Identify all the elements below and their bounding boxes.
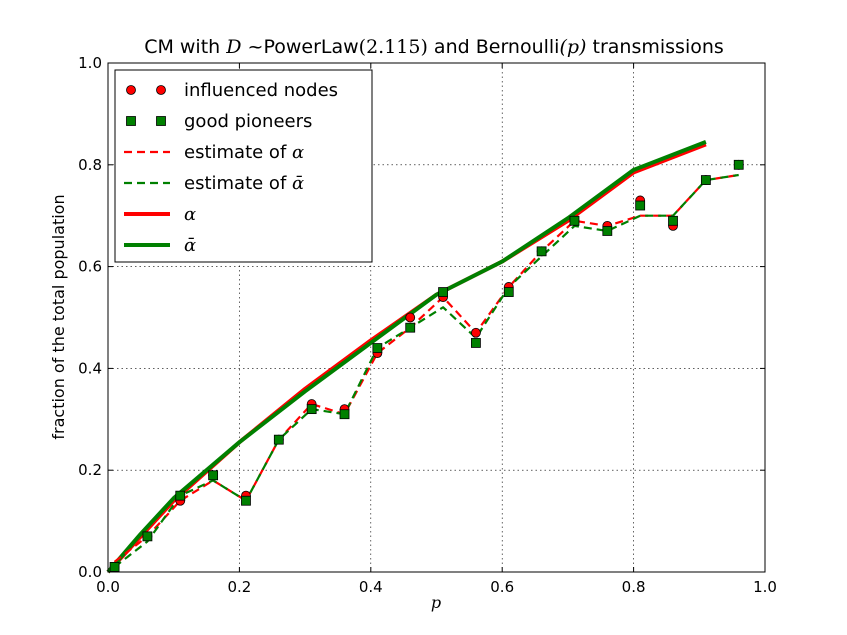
series-1-point <box>306 404 317 415</box>
legend-box <box>114 69 373 263</box>
series-1-point <box>175 490 186 501</box>
series-3-line <box>113 173 739 568</box>
x-tick-label: 0.8 <box>622 578 646 596</box>
y-tick-label: 0.4 <box>78 359 102 377</box>
title-var: D <box>225 36 241 58</box>
series-0-point <box>471 327 481 338</box>
series-5-line <box>106 140 707 574</box>
legend-entry-4-label-symbol: α <box>184 204 196 225</box>
series-1-point <box>733 159 744 170</box>
y-tick-label: 0.8 <box>78 156 102 174</box>
title-param: (2.115) <box>359 36 428 58</box>
series-1-point <box>142 531 153 542</box>
series-1-point <box>503 287 514 297</box>
series-1-point <box>438 287 448 297</box>
series-1-point <box>339 409 350 420</box>
series-1-point <box>635 200 646 211</box>
series-1-point <box>700 175 711 185</box>
chart-title: CM with D ~PowerLaw(2.115) and Bernoulli… <box>144 36 724 58</box>
legend-entry-2-label-prefix: estimate of <box>184 142 292 163</box>
series-0-point <box>405 312 416 323</box>
title-mid: and Bernoulli <box>428 36 560 58</box>
series-1-point <box>405 322 416 333</box>
series-1-point <box>241 495 251 506</box>
legend: influenced nodes good pioneers estimate of… <box>114 69 373 263</box>
series-1-point <box>273 434 284 445</box>
legend-entry-3-label-symbol: ᾱ <box>292 173 304 194</box>
series-1-point <box>109 562 120 572</box>
x-tick-label: 0.6 <box>490 578 514 596</box>
title-dist: PowerLaw <box>263 36 358 58</box>
x-tick-label: 0.0 <box>96 578 120 596</box>
title-pparam: (p) <box>559 36 586 58</box>
y-axis-label: fraction of the total population <box>49 194 68 439</box>
legend-entries: influenced nodes good pioneers estimate of… <box>124 80 338 256</box>
series-1-point <box>668 215 678 226</box>
series-1-point <box>536 246 547 257</box>
y-tick-label: 0.6 <box>78 258 102 276</box>
plot-series <box>106 140 744 574</box>
y-tick-label: 0.0 <box>78 563 102 581</box>
axis-ticks: 0.0 0.2 0.4 0.6 0.8 1.0 0.0 0.2 0.4 0.6 0.8 1.0 <box>78 54 777 596</box>
legend-entry-1-marker <box>156 116 166 126</box>
x-tick-label: 0.4 <box>359 578 383 596</box>
legend-entry-2-label-symbol: α <box>292 142 304 163</box>
legend-entry-3-label-prefix: estimate of <box>184 173 292 194</box>
title-prefix: CM with <box>144 36 226 58</box>
x-tick-label: 1.0 <box>753 578 777 596</box>
legend-entry-1-label: good pioneers <box>184 111 312 132</box>
series-1-point <box>471 338 481 348</box>
legend-entry-5-label-symbol: ᾱ <box>184 235 196 256</box>
y-tick-label: 1.0 <box>78 54 102 72</box>
plot-frame <box>107 62 766 573</box>
legend-entry-0-marker <box>126 85 136 95</box>
series-1-point <box>208 470 219 481</box>
title-tilde: ~ <box>241 36 263 58</box>
x-axis-label: p <box>431 593 441 612</box>
legend-entry-1-marker <box>126 116 136 126</box>
legend-entry-0-label: influenced nodes <box>184 80 338 101</box>
series-1-point <box>602 226 613 236</box>
y-tick-label: 0.2 <box>78 461 102 479</box>
series-1-point <box>569 215 580 226</box>
series-1-point <box>372 343 383 353</box>
legend-entry-3-label: estimate of ᾱ <box>184 173 304 194</box>
x-tick-label: 0.2 <box>227 578 251 596</box>
legend-entry-4-label: α <box>184 204 196 225</box>
legend-entry-5-label: ᾱ <box>184 235 196 256</box>
legend-entry-0-marker <box>156 85 166 95</box>
title-suffix: transmissions <box>586 36 723 58</box>
legend-entry-2-label: estimate of α <box>184 142 304 163</box>
